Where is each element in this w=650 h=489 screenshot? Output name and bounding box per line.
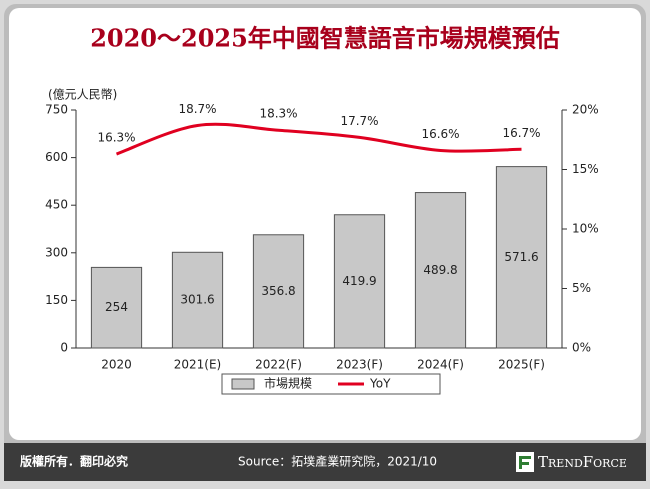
x-tick-label: 2024(F) — [417, 358, 464, 372]
y2-tick-label: 15% — [572, 162, 599, 176]
y2-tick-label: 10% — [572, 222, 599, 236]
line-value-label: 16.3% — [97, 131, 135, 145]
y2-tick-label: 5% — [572, 281, 591, 295]
logo-text: TrendForce — [538, 453, 627, 471]
bar — [333, 214, 386, 349]
bar-value-label: 419.9 — [342, 274, 376, 288]
y2-tick-label: 20% — [572, 103, 599, 117]
legend-swatch — [231, 378, 255, 390]
x-tick-label: 2023(F) — [336, 358, 383, 372]
x-tick-label: 2021(E) — [174, 358, 221, 372]
yoy-line — [116, 122, 522, 156]
legend-label: YoY — [369, 377, 391, 391]
y-tick-label: 600 — [45, 150, 68, 164]
bar-value-label: 489.8 — [423, 263, 457, 277]
source: Source：拓墣產業研究院，2021/10 — [238, 454, 437, 469]
y-tick-label: 450 — [45, 198, 68, 212]
x-tick-label: 2022(F) — [255, 358, 302, 372]
footer-bar — [4, 443, 646, 481]
y-tick-label: 0 — [60, 341, 68, 355]
bar — [90, 266, 143, 349]
x-tick-label: 2025(F) — [498, 358, 545, 372]
line-value-label: 16.7% — [502, 126, 540, 140]
logo-mark — [519, 456, 531, 469]
y2-tick-label: 0% — [572, 341, 591, 355]
chart-title: 2020～2025年中國智慧語音市場規模預估 — [90, 24, 560, 53]
bar — [252, 234, 305, 349]
bar-value-label: 571.6 — [504, 250, 538, 264]
line-value-label: 17.7% — [340, 114, 378, 128]
line-value-label: 18.7% — [178, 102, 216, 116]
bar — [171, 251, 224, 349]
bar — [414, 192, 467, 349]
legend-box — [221, 373, 441, 395]
panel — [9, 8, 641, 440]
y-tick-label: 300 — [45, 245, 68, 259]
bar-value-label: 356.8 — [261, 284, 295, 298]
bar-value-label: 301.6 — [180, 293, 214, 307]
y-axis-label: (億元人民幣) — [48, 88, 117, 102]
bar-value-label: 254 — [105, 300, 128, 314]
copyright: 版權所有．翻印必究 — [20, 454, 128, 469]
line-value-label: 18.3% — [259, 107, 297, 121]
bar — [495, 166, 548, 349]
y-tick-label: 750 — [45, 103, 68, 117]
y-tick-label: 150 — [45, 293, 68, 307]
x-tick-label: 2020 — [101, 358, 132, 372]
legend-label: 市場規模 — [264, 376, 312, 391]
line-value-label: 16.6% — [421, 127, 459, 141]
